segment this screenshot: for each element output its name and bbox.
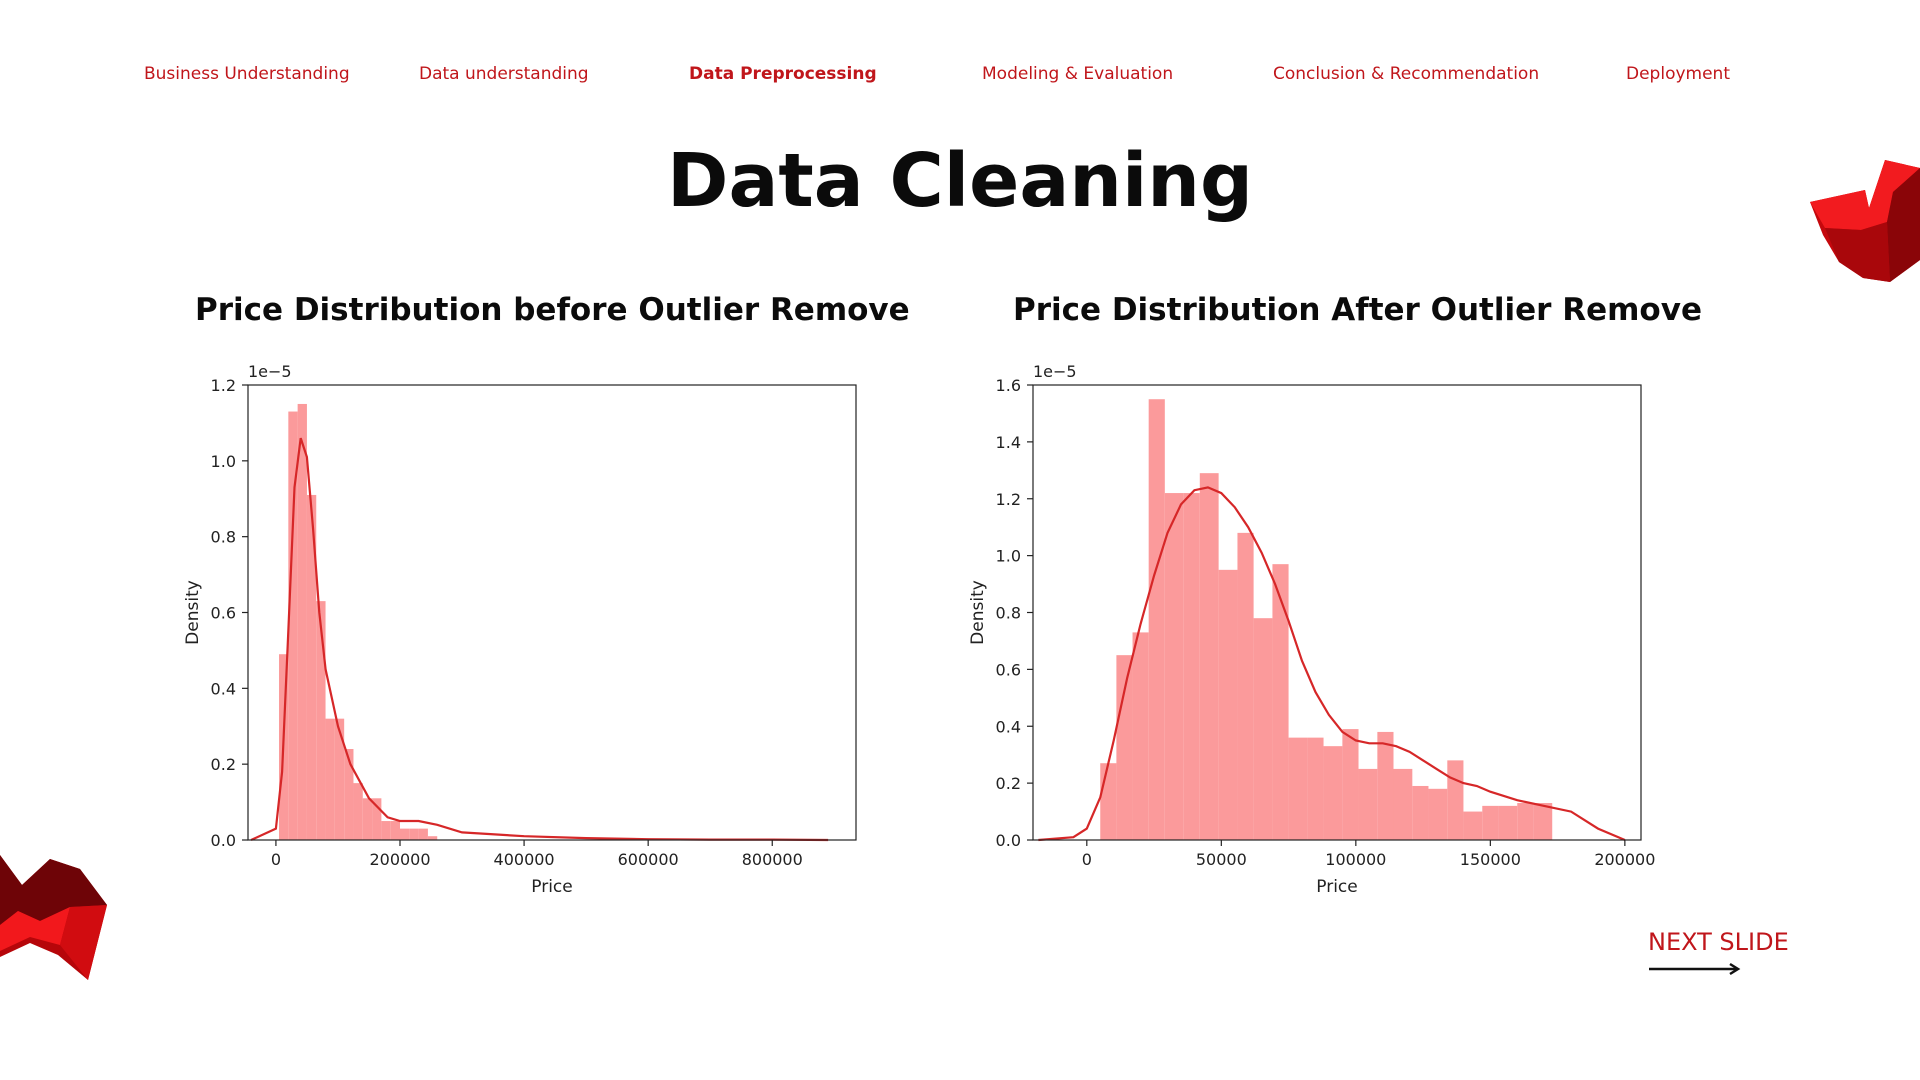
histogram-bar: [1116, 655, 1133, 840]
histogram-bar: [1272, 564, 1289, 840]
y-axis-label: Density: [968, 580, 988, 645]
x-tick-label: 0: [271, 850, 281, 869]
y-tick-label: 0.2: [996, 774, 1021, 793]
x-axis-label: Price: [531, 877, 572, 897]
decorative-red-shape-bottom-left: [0, 855, 107, 980]
histogram-bar: [325, 718, 335, 840]
y-tick-label: 1.2: [211, 376, 236, 395]
y-offset-text: 1e−5: [1033, 362, 1077, 381]
histogram-bar: [344, 749, 354, 840]
y-tick-label: 0.8: [211, 528, 236, 547]
nav-data-preprocessing[interactable]: Data Preprocessing: [689, 64, 877, 84]
y-tick-label: 0.4: [211, 679, 236, 698]
histogram-bar: [1237, 532, 1254, 840]
histogram-bar: [1288, 737, 1308, 840]
histogram-bar: [1323, 746, 1343, 840]
nav-conclusion-recommendation[interactable]: Conclusion & Recommendation: [1273, 64, 1540, 84]
histogram-bar: [334, 718, 345, 840]
histogram-bar: [409, 828, 419, 840]
histogram-bar: [1132, 632, 1149, 840]
histogram-bar: [1164, 493, 1184, 840]
x-tick-label: 600000: [618, 850, 679, 869]
histogram-bar: [1482, 805, 1499, 840]
histogram-bar: [1218, 569, 1238, 840]
x-axis-label: Price: [1316, 877, 1357, 897]
histogram-bar: [297, 403, 307, 840]
histogram-bar: [1307, 737, 1324, 840]
y-tick-label: 1.4: [996, 433, 1021, 452]
histogram-bar: [316, 601, 326, 840]
histogram-bar: [1447, 760, 1464, 840]
nav-deployment[interactable]: Deployment: [1626, 64, 1730, 84]
price-distribution-before-chart: 0 200000 400000 600000 800000 0.0 0.2 0.4 0.6 0.8…: [183, 362, 857, 897]
histogram-bar: [1463, 811, 1483, 840]
x-tick-label: 150000: [1460, 850, 1521, 869]
x-tick-label: 200000: [369, 850, 430, 869]
top-navigation: Business Understanding Data understandin…: [0, 64, 1920, 94]
nav-data-understanding[interactable]: Data understanding: [419, 64, 589, 84]
y-tick-label: 0.8: [996, 604, 1021, 623]
y-tick-label: 0.6: [211, 604, 236, 623]
y-tick-label: 0.0: [996, 831, 1021, 850]
next-slide-link[interactable]: NEXT SLIDE: [1648, 928, 1789, 956]
kde-line: [1038, 486, 1626, 842]
histogram-bar: [372, 798, 382, 840]
y-tick-label: 0.6: [996, 660, 1021, 679]
histogram-bar: [288, 411, 298, 840]
histogram-bar: [1253, 618, 1273, 840]
nav-business-understanding[interactable]: Business Understanding: [144, 64, 350, 84]
page-title: Data Cleaning: [667, 138, 1253, 224]
left-chart-heading: Price Distribution before Outlier Remove: [195, 292, 910, 328]
y-tick-label: 1.0: [996, 547, 1021, 566]
histogram-bar: [362, 798, 373, 840]
histogram-bar: [400, 828, 410, 840]
histogram-bar: [353, 783, 363, 840]
y-tick-label: 0.2: [211, 755, 236, 774]
histogram-bar: [427, 836, 438, 840]
histogram-bar: [1393, 768, 1413, 840]
histogram-bar: [1358, 768, 1378, 840]
arrow-right-icon[interactable]: [1648, 962, 1744, 976]
x-tick-label: 800000: [742, 850, 803, 869]
histogram-bar: [1199, 473, 1219, 840]
x-tick-label: 400000: [494, 850, 555, 869]
x-tick-label: 50000: [1196, 850, 1247, 869]
y-tick-label: 0.4: [996, 717, 1021, 736]
histogram-bar: [1498, 805, 1518, 840]
histogram-bar: [1517, 803, 1534, 840]
decorative-red-shape-top-right: [1810, 160, 1920, 282]
kde-line: [250, 437, 829, 842]
histogram-bar: [1183, 493, 1200, 840]
histogram-bar: [1428, 788, 1448, 840]
y-tick-label: 1.2: [996, 490, 1021, 509]
x-tick-label: 200000: [1594, 850, 1655, 869]
y-tick-label: 0.0: [211, 831, 236, 850]
y-offset-text: 1e−5: [248, 362, 292, 381]
histogram-bar: [418, 828, 428, 840]
histogram-bar: [1412, 785, 1429, 840]
x-tick-label: 100000: [1325, 850, 1386, 869]
x-tick-label: 0: [1082, 850, 1092, 869]
histogram-bar: [1533, 803, 1553, 840]
histogram-bar: [306, 494, 317, 840]
right-chart-heading: Price Distribution After Outlier Remove: [1013, 292, 1702, 328]
y-tick-label: 1.6: [996, 376, 1021, 395]
nav-modeling-evaluation[interactable]: Modeling & Evaluation: [982, 64, 1174, 84]
histogram-bar: [390, 821, 400, 840]
histogram-bar: [1100, 763, 1117, 840]
price-distribution-after-chart: 0 50000 100000 150000 200000 0.0 0.2 0.4 0.6 0.8 1…: [968, 362, 1655, 897]
histogram-bar: [381, 821, 391, 840]
histogram-bar: [1377, 731, 1394, 840]
histogram-bar: [1148, 399, 1165, 840]
histogram-bar: [1342, 729, 1359, 840]
y-tick-label: 1.0: [211, 452, 236, 471]
y-axis-label: Density: [183, 580, 203, 645]
